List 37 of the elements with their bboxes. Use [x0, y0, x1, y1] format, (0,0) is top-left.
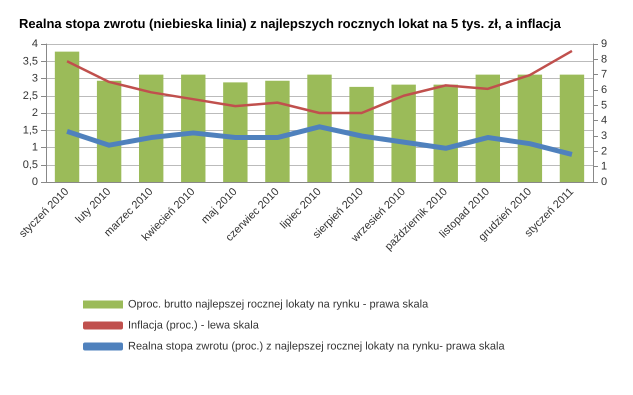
- bar: [265, 80, 290, 182]
- y-tick-label: 1: [32, 142, 38, 154]
- bar: [307, 74, 332, 182]
- legend-label: Oproc. brutto najlepszej rocznej lokaty na rynku - prawa skala: [128, 298, 430, 310]
- y-tick-label: 3: [32, 72, 38, 84]
- bar: [349, 86, 374, 182]
- y-tick-label: 0,5: [22, 158, 38, 171]
- y-tick-label: 0: [32, 176, 38, 188]
- y2-tick-label: 9: [601, 38, 608, 50]
- bar: [54, 52, 80, 182]
- y2-tick-label: 0: [601, 176, 608, 188]
- y-tick-label: 2,5: [22, 90, 38, 102]
- chart-title: Realna stopa zwrotu (niebieska linia) z najlepszych rocznych lokat na 5 tys. zł, a inflacja: [19, 16, 562, 31]
- y-tick-label: 3,5: [22, 55, 38, 68]
- legend-label: Inflacja (proc.) - lewa skala: [128, 320, 260, 332]
- legend-label: Realna stopa zwrotu (proc.) z najlepszej rocznej lokaty na rynku- prawa skala: [128, 340, 506, 352]
- bar: [138, 74, 164, 182]
- bar: [181, 74, 206, 182]
- y-tick-label: 4: [32, 38, 38, 50]
- y2-tick-label: 5: [601, 99, 608, 112]
- y-tick-label: 2: [32, 107, 38, 119]
- y-tick-label: 1,5: [22, 124, 38, 136]
- y2-tick-label: 2: [601, 145, 608, 158]
- bar: [560, 74, 584, 182]
- bar: [391, 84, 416, 182]
- bar: [223, 82, 248, 182]
- bar: [96, 80, 122, 182]
- y2-tick-label: 1: [601, 160, 608, 173]
- bar: [518, 74, 542, 182]
- y2-tick-label: 3: [601, 130, 608, 142]
- y2-tick-label: 7: [601, 68, 608, 81]
- bar: [434, 84, 458, 182]
- y2-tick-label: 4: [601, 114, 608, 127]
- y2-tick-label: 6: [601, 84, 608, 96]
- line-series: [66, 50, 574, 114]
- y2-tick-label: 8: [601, 53, 608, 66]
- bar: [476, 74, 500, 182]
